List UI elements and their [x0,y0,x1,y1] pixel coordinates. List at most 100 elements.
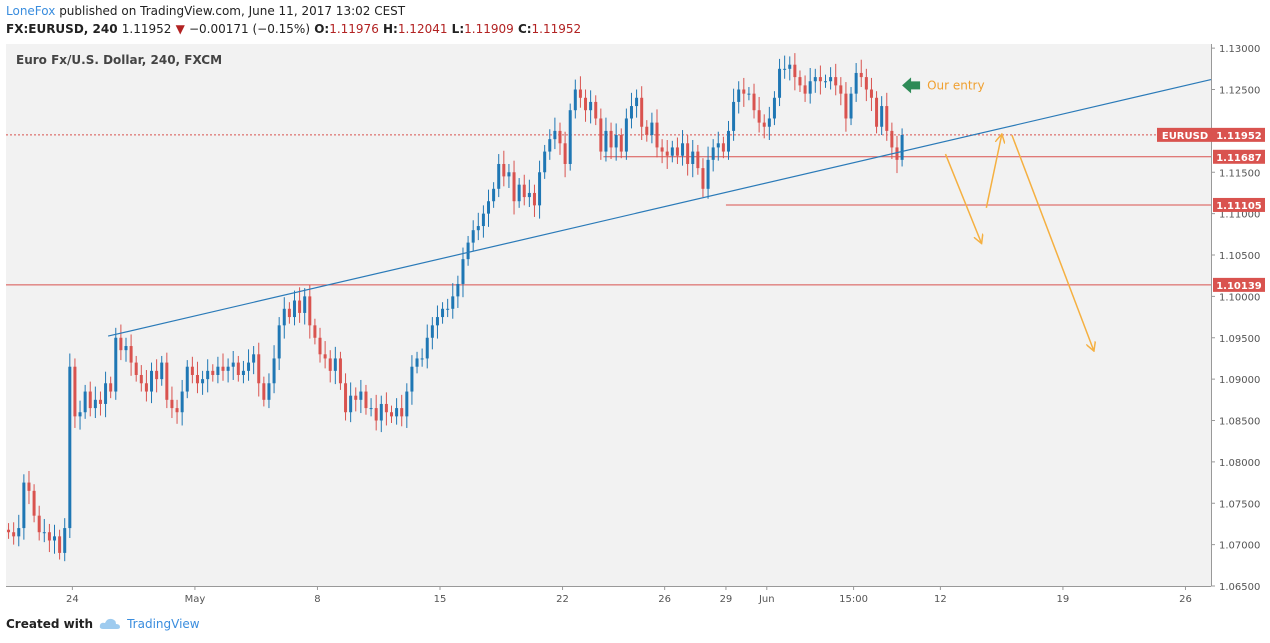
symbol-tag-text: EURUSD [1162,131,1208,142]
candle-body [747,93,751,95]
candle-body [374,408,378,421]
x-tick-label: 26 [1179,594,1192,605]
candle-body [292,300,296,318]
candle-body [119,337,123,351]
candle-body [573,89,577,111]
candle-body [869,89,873,98]
x-tick-label: 26 [658,594,671,605]
y-tick-label: 1.09000 [1219,375,1260,386]
author-link[interactable]: LoneFox [6,4,56,18]
candle-body [384,403,388,413]
candle-body [808,81,812,94]
trendline[interactable] [107,78,1212,337]
y-tick-label: 1.10500 [1219,251,1260,262]
candle-body [691,151,695,164]
candle-body [338,358,342,384]
candle-body [538,172,542,206]
candle-body [441,308,445,318]
candle-body [762,122,766,127]
candle-body [139,374,143,384]
symbol-tag-bg [1157,127,1213,142]
candle-body [160,362,164,380]
candle-body [425,337,429,359]
candle-body [221,366,225,371]
candle-body [277,325,281,359]
candle-body [532,192,536,206]
candle-body [313,325,317,338]
candle-body [589,101,593,111]
x-tick-label: 15:00 [839,594,868,605]
candle-body [364,391,368,409]
projection-arrow[interactable] [1011,134,1094,350]
tradingview-link[interactable]: TradingView [127,617,200,631]
candle-body [548,139,552,152]
candle-body [241,370,245,375]
candle-body [267,383,271,400]
candle-body [778,68,782,98]
candle-body [798,77,802,86]
candle-body [670,147,674,156]
candle-body [22,482,26,529]
close-label: C: [517,22,532,36]
candle-body [635,97,639,107]
y-tick-label: 1.12500 [1219,86,1260,97]
candle-body [818,77,822,82]
low-value: 1.11909 [464,22,514,36]
symbol-label: FX:EURUSD, 240 [6,22,118,36]
candle-body [849,93,853,119]
y-tick-label: 1.11500 [1219,168,1260,179]
candle-body [476,226,480,231]
candle-body [395,408,399,417]
candle-body [686,143,690,164]
candle-body [430,325,434,338]
candle-body [864,77,868,90]
x-tick-label: 12 [934,594,947,605]
candle-body [206,370,210,380]
candle-body [619,135,623,152]
candle-body [854,72,858,94]
chart-plot-area[interactable] [6,44,1211,586]
candle-body [604,130,608,152]
candle-body [461,259,465,284]
candle-body [895,147,899,160]
candle-body [88,391,92,409]
candle-body [359,391,363,400]
projection-arrow[interactable] [944,153,981,243]
candle-body [767,118,771,127]
candle-body [660,147,664,152]
candle-body [640,97,644,127]
level-price-tag-bg [1213,149,1265,164]
candle-body [231,362,235,367]
candle-body [165,362,169,400]
candle-body [900,135,904,160]
candle-body [405,391,409,417]
candle-body [512,172,516,202]
candle-body [272,358,276,384]
candle-body [389,412,393,417]
candle-body [257,354,261,384]
candle-body [226,366,230,371]
candle-body [124,346,128,351]
time-axis[interactable] [6,586,1211,611]
level-price-tag: 1.11687 [1213,149,1265,164]
candle-body [507,172,511,177]
candle-body [650,122,654,136]
symbol-tag: EURUSD [1157,127,1213,142]
high-label: H: [383,22,398,36]
candle-body [185,366,189,392]
projection-arrow[interactable] [985,135,1001,208]
candle-body [282,308,286,326]
candle-body [487,201,491,214]
high-value: 1.12041 [397,22,448,36]
y-tick-label: 1.13000 [1219,44,1260,55]
candle-body [93,399,97,409]
candle-body [344,383,348,413]
candle-body [379,403,383,421]
candle-body [201,379,205,384]
low-label: L: [451,22,465,36]
candle-body [410,366,414,392]
entry-arrow-icon [902,77,921,94]
close-value: 1.11952 [531,22,582,36]
candle-body [170,399,174,409]
